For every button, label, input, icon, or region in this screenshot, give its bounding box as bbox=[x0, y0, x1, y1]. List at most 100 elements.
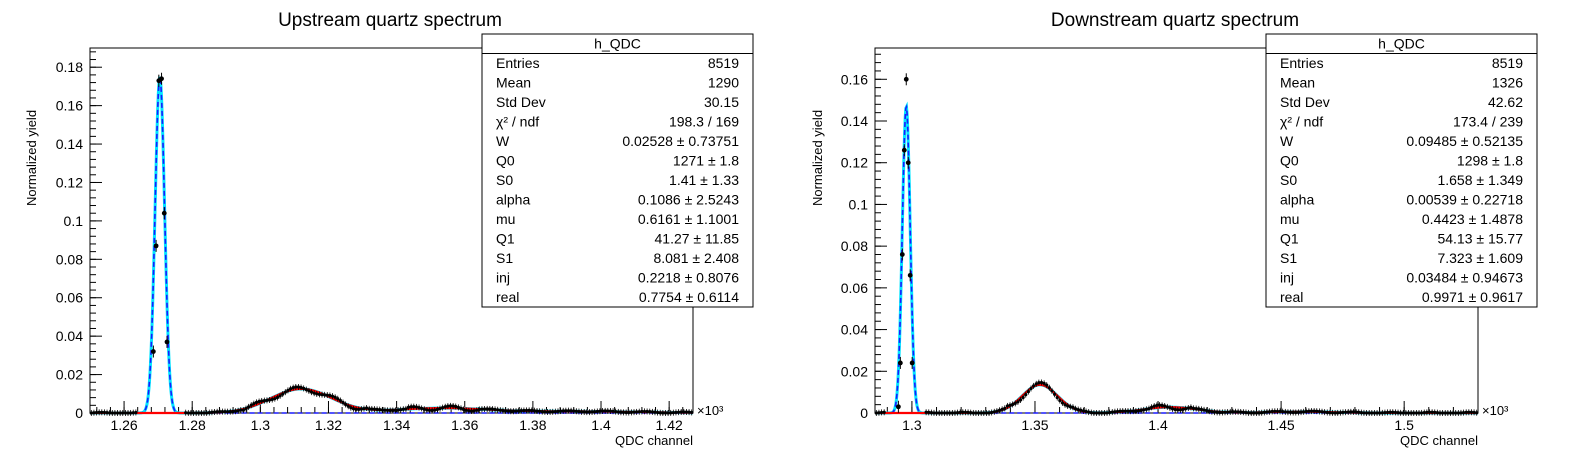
data-point bbox=[1016, 400, 1020, 404]
x-tick-label: 1.32 bbox=[315, 417, 342, 433]
data-point bbox=[275, 395, 280, 400]
stats-value: 1271 ± 1.8 bbox=[673, 153, 739, 169]
data-point bbox=[1102, 411, 1107, 415]
data-point bbox=[283, 390, 287, 394]
data-point bbox=[501, 408, 505, 413]
data-point bbox=[1068, 405, 1072, 409]
data-point bbox=[614, 409, 618, 414]
stats-label: mu bbox=[1280, 211, 1299, 227]
data-point bbox=[879, 410, 884, 415]
data-point bbox=[606, 409, 610, 413]
data-point bbox=[984, 411, 989, 415]
stats-label: Entries bbox=[496, 55, 540, 71]
stats-value: 0.03484 ± 0.94673 bbox=[1406, 270, 1523, 286]
data-point bbox=[532, 409, 536, 413]
data-point bbox=[409, 405, 413, 409]
data-point bbox=[472, 409, 476, 413]
data-point bbox=[1296, 410, 1301, 414]
data-point bbox=[1013, 401, 1017, 405]
data-point bbox=[1042, 381, 1046, 385]
data-point bbox=[506, 409, 510, 413]
data-point bbox=[1299, 410, 1303, 414]
data-point bbox=[1362, 411, 1366, 415]
data-point bbox=[553, 410, 557, 414]
data-point bbox=[1461, 410, 1466, 415]
data-point bbox=[425, 408, 429, 412]
x-tick-label: 1.5 bbox=[1394, 417, 1414, 433]
data-point bbox=[1105, 411, 1109, 415]
data-point bbox=[1220, 410, 1224, 415]
y-tick-label: 0.02 bbox=[841, 363, 868, 379]
data-point bbox=[451, 404, 455, 408]
y-tick-label: 0 bbox=[75, 405, 83, 421]
data-point bbox=[388, 408, 392, 413]
x-axis-label: QDC channel bbox=[615, 433, 693, 448]
data-point bbox=[1207, 409, 1211, 413]
data-point bbox=[882, 410, 886, 414]
data-point bbox=[312, 391, 316, 395]
data-point bbox=[488, 407, 492, 411]
data-point bbox=[1131, 409, 1135, 413]
data-point bbox=[161, 210, 167, 216]
x-tick-label: 1.35 bbox=[1021, 417, 1048, 433]
data-point bbox=[656, 410, 660, 415]
data-point bbox=[233, 409, 238, 413]
data-point bbox=[375, 407, 379, 411]
data-point bbox=[642, 409, 647, 414]
data-point bbox=[897, 360, 903, 366]
data-point bbox=[239, 408, 243, 412]
data-point bbox=[1249, 411, 1253, 415]
data-point bbox=[364, 406, 369, 410]
data-point bbox=[535, 409, 539, 413]
data-point bbox=[393, 408, 398, 412]
data-point bbox=[1370, 411, 1374, 415]
data-point bbox=[640, 409, 644, 414]
data-point bbox=[1126, 409, 1130, 413]
data-point bbox=[527, 408, 531, 412]
data-point bbox=[1380, 411, 1384, 415]
data-point bbox=[1194, 406, 1198, 411]
data-point bbox=[1325, 410, 1329, 415]
data-point bbox=[1278, 409, 1282, 414]
data-point bbox=[582, 410, 586, 414]
data-point bbox=[517, 409, 521, 413]
data-point bbox=[441, 406, 445, 410]
data-point bbox=[1233, 410, 1238, 414]
data-point bbox=[992, 410, 996, 414]
data-point bbox=[653, 410, 657, 414]
data-point bbox=[498, 408, 502, 412]
data-point bbox=[304, 387, 308, 392]
y-tick-label: 0.06 bbox=[841, 280, 868, 296]
data-point bbox=[357, 407, 361, 412]
data-point bbox=[212, 410, 217, 414]
data-point bbox=[433, 408, 437, 412]
data-point bbox=[666, 411, 670, 415]
y-tick-label: 0.16 bbox=[841, 71, 868, 87]
data-point bbox=[874, 411, 878, 415]
data-point bbox=[1134, 409, 1138, 413]
data-point bbox=[1246, 411, 1251, 415]
data-point bbox=[1333, 411, 1337, 415]
data-point bbox=[1076, 407, 1080, 412]
data-point bbox=[380, 408, 384, 412]
data-point bbox=[690, 410, 694, 415]
data-point bbox=[958, 410, 962, 414]
data-point bbox=[545, 410, 550, 414]
chart-title: Upstream quartz spectrum bbox=[278, 10, 502, 31]
y-tick-label: 0.14 bbox=[56, 136, 83, 152]
stats-label: S0 bbox=[1280, 172, 1297, 188]
x-tick-label: 1.42 bbox=[656, 417, 683, 433]
data-point bbox=[307, 389, 311, 393]
stats-value: 54.13 ± 15.77 bbox=[1437, 231, 1523, 247]
x-tick-label: 1.3 bbox=[902, 417, 922, 433]
data-point bbox=[231, 409, 235, 414]
data-point bbox=[184, 411, 188, 415]
data-point bbox=[164, 339, 170, 345]
data-point bbox=[1435, 411, 1439, 415]
data-point bbox=[966, 410, 970, 415]
data-point bbox=[1275, 409, 1280, 413]
data-point bbox=[1189, 405, 1193, 409]
data-point bbox=[260, 399, 264, 403]
data-point bbox=[1454, 411, 1458, 415]
data-point bbox=[430, 408, 434, 413]
